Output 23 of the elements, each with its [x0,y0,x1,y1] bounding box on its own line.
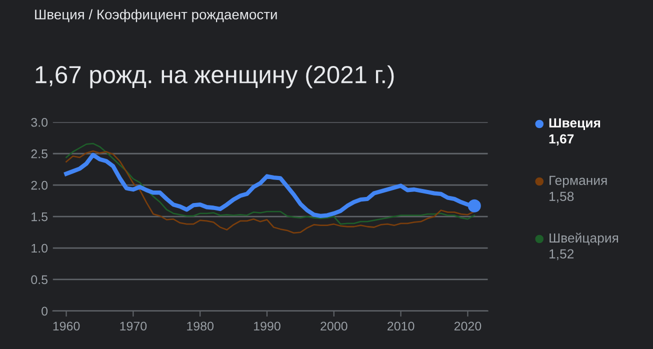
x-tick-label: 2000 [320,322,348,331]
y-tick-label: 0.5 [31,275,48,284]
y-tick-label: 1.5 [32,212,48,222]
chart-subtitle: Швеция / Коэффициент рождаемости [35,9,277,22]
text: 1,58 [550,192,574,203]
x-tick-label: 1970 [120,322,147,331]
y-tick-label: 2.5 [31,149,48,158]
text: 1,67 [549,134,574,146]
x-tick-label: 1980 [187,322,214,331]
text: 1,52 [550,249,574,260]
chart-title: 1,67 рожд. на женщину (2021 г.) [36,65,394,88]
x-tick-label: 2010 [388,322,414,331]
y-tick-label: 2.0 [31,180,48,190]
y-tick-label: 0 [42,306,48,316]
x-tick-label: 2020 [454,322,482,331]
legend-label: Швейцария [550,232,618,246]
x-tick-label: 1990 [254,322,280,331]
line-series [66,142,476,225]
legend-label: Германия [550,176,607,188]
x-tick-label: 1960 [53,322,80,331]
y-tick-label: 3.0 [31,118,48,127]
y-tick-label: 1.0 [32,244,48,253]
legend-label: Швеция [549,118,600,130]
